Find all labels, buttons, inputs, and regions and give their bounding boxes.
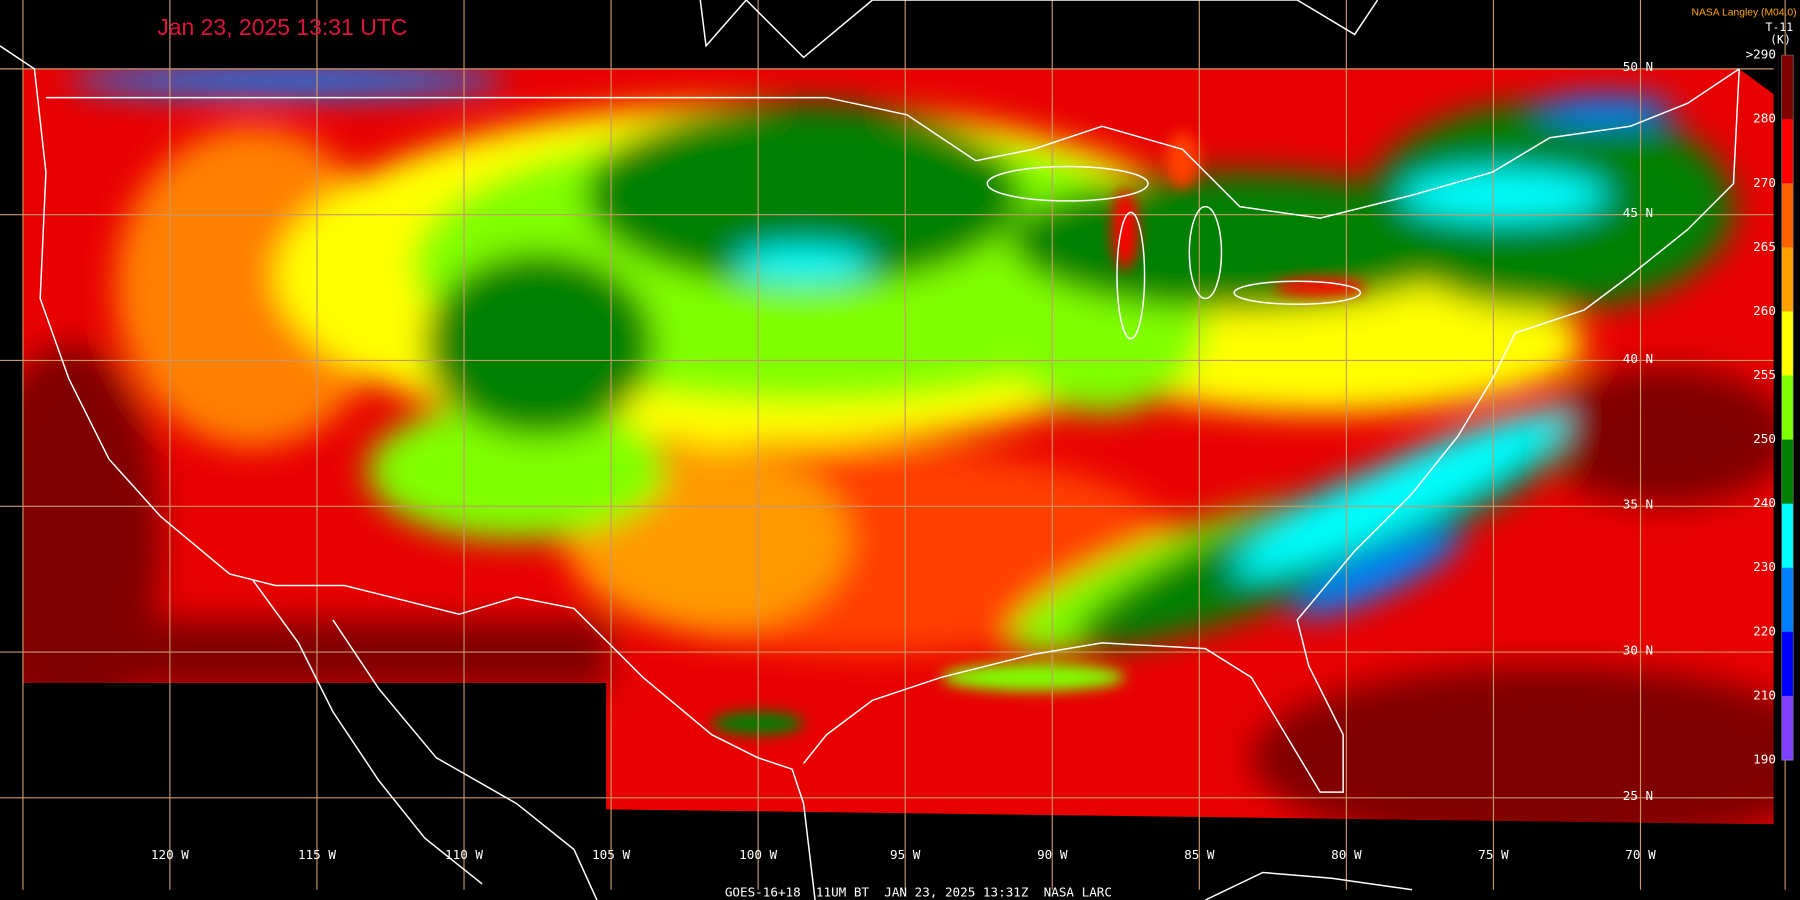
colorbar-label: 255 bbox=[1753, 367, 1776, 382]
longitude-label: 70 W bbox=[1625, 847, 1656, 862]
colorbar-segment bbox=[1781, 439, 1794, 505]
longitude-label: 120 W bbox=[151, 847, 189, 862]
latitude-label: 35 N bbox=[1623, 497, 1653, 512]
latitude-label: 40 N bbox=[1623, 351, 1653, 366]
longitude-label: 95 W bbox=[890, 847, 921, 862]
colorbar-frame bbox=[1781, 54, 1794, 761]
credit: NASA Langley (M04.0) bbox=[1692, 7, 1797, 18]
colorbar: >290 280 270 265 260 255 250 240 230 220 210 190 bbox=[1746, 47, 1794, 766]
colorbar-segment bbox=[1781, 119, 1794, 184]
colorbar-label: 270 bbox=[1753, 175, 1776, 190]
colorbar-label: 230 bbox=[1753, 559, 1776, 574]
latitude-label: 25 N bbox=[1623, 788, 1653, 803]
longitude-label: 90 W bbox=[1037, 847, 1068, 862]
colorbar-segment bbox=[1781, 247, 1794, 312]
longitude-label: 75 W bbox=[1478, 847, 1509, 862]
colorbar-label: 240 bbox=[1753, 495, 1776, 510]
longitude-label: 115 W bbox=[298, 847, 336, 862]
colorbar-label: 190 bbox=[1753, 751, 1776, 766]
colorbar-label: 210 bbox=[1753, 687, 1776, 702]
longitude-label: 110 W bbox=[445, 847, 483, 862]
colorbar-segment bbox=[1781, 311, 1794, 377]
colorbar-segment bbox=[1781, 183, 1794, 248]
latitude-label: 30 N bbox=[1623, 642, 1653, 657]
colorbar-title: T-11 bbox=[1766, 20, 1794, 34]
latitude-label: 45 N bbox=[1623, 205, 1653, 220]
colorbar-segment bbox=[1781, 503, 1794, 569]
colorbar-segment bbox=[1781, 375, 1794, 441]
colorbar-label: 280 bbox=[1753, 111, 1776, 126]
colorbar-unit: (K) bbox=[1770, 33, 1791, 47]
colorbar-label: 265 bbox=[1753, 239, 1776, 254]
colorbar-segment bbox=[1781, 567, 1794, 633]
timestamp: Jan 23, 2025 13:31 UTC bbox=[157, 14, 407, 40]
axis-labels: 120 W 115 W 110 W 105 W 100 W 95 W 90 W 85 W 80 … bbox=[151, 59, 1656, 862]
colorbar-segment bbox=[1781, 695, 1794, 761]
colorbar-label: 220 bbox=[1753, 623, 1776, 638]
longitude-label: 85 W bbox=[1184, 847, 1215, 862]
colorbar-label: 250 bbox=[1753, 431, 1776, 446]
latitude-label: 50 N bbox=[1623, 59, 1653, 74]
longitude-label: 105 W bbox=[592, 847, 630, 862]
coastlines bbox=[0, 0, 1740, 900]
colorbar-label: 260 bbox=[1753, 303, 1776, 318]
colorbar-segment bbox=[1781, 631, 1794, 697]
footer: GOES-16+18 11UM BT JAN 23, 2025 13:31Z N… bbox=[725, 885, 1112, 900]
colorbar-label: >290 bbox=[1746, 47, 1776, 62]
colorbar-segment bbox=[1781, 55, 1794, 120]
longitude-label: 100 W bbox=[739, 847, 777, 862]
longitude-label: 80 W bbox=[1331, 847, 1362, 862]
